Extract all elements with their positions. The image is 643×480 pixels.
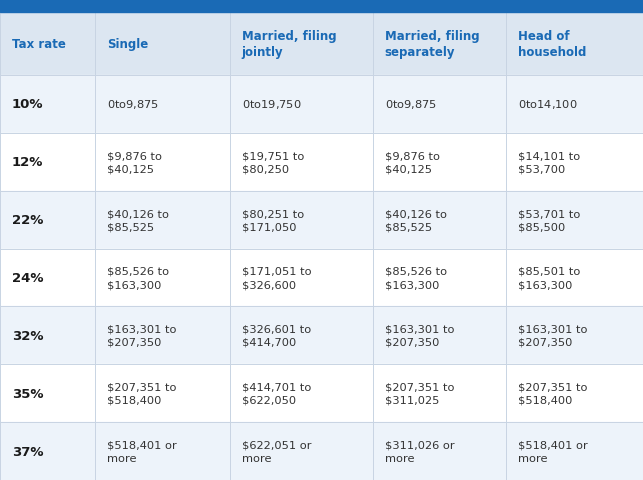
Text: $518,401 or
more: $518,401 or more [518,440,587,463]
Text: $414,701 to
$622,050: $414,701 to $622,050 [242,382,311,405]
Text: $171,051 to
$326,600: $171,051 to $326,600 [242,266,311,289]
Text: Married, filing
separately: Married, filing separately [385,30,479,59]
Bar [0,76,643,133]
Text: $163,301 to
$207,350: $163,301 to $207,350 [385,324,454,347]
Text: 37%: 37% [12,444,43,457]
Text: 22%: 22% [12,214,43,227]
Text: $326,601 to
$414,700: $326,601 to $414,700 [242,324,311,347]
Text: 35%: 35% [12,387,43,400]
Text: Head of
household: Head of household [518,30,586,59]
Bar [0,133,643,192]
Text: $0 to $9,875: $0 to $9,875 [385,98,437,111]
Bar [0,0,643,13]
Text: $40,126 to
$85,525: $40,126 to $85,525 [107,209,168,232]
Text: $163,301 to
$207,350: $163,301 to $207,350 [518,324,587,347]
Bar [0,249,643,307]
Text: 32%: 32% [12,329,43,342]
Text: $40,126 to
$85,525: $40,126 to $85,525 [385,209,446,232]
Text: $0 to $19,750: $0 to $19,750 [242,98,302,111]
Text: $311,026 or
more: $311,026 or more [385,440,454,463]
Text: Single: Single [107,38,148,51]
Text: $622,051 or
more: $622,051 or more [242,440,311,463]
Text: $207,351 to
$518,400: $207,351 to $518,400 [518,382,587,405]
Bar [0,192,643,249]
Text: $14,101 to
$53,700: $14,101 to $53,700 [518,151,580,174]
Bar [0,422,643,480]
Text: $9,876 to
$40,125: $9,876 to $40,125 [385,151,440,174]
Text: $85,501 to
$163,300: $85,501 to $163,300 [518,266,580,289]
Text: Married, filing
jointly: Married, filing jointly [242,30,336,59]
Text: $518,401 or
more: $518,401 or more [107,440,176,463]
Text: 10%: 10% [12,98,43,111]
Text: $9,876 to
$40,125: $9,876 to $40,125 [107,151,162,174]
Text: Tax rate: Tax rate [12,38,66,51]
Text: $0 to $14,100: $0 to $14,100 [518,98,577,111]
Text: 24%: 24% [12,271,43,285]
Bar [0,364,643,422]
Text: $85,526 to
$163,300: $85,526 to $163,300 [385,266,447,289]
Text: $80,251 to
$171,050: $80,251 to $171,050 [242,209,304,232]
Text: $207,351 to
$518,400: $207,351 to $518,400 [107,382,176,405]
Bar [0,307,643,364]
Text: $163,301 to
$207,350: $163,301 to $207,350 [107,324,176,347]
Text: $53,701 to
$85,500: $53,701 to $85,500 [518,209,580,232]
Text: $85,526 to
$163,300: $85,526 to $163,300 [107,266,169,289]
Text: $207,351 to
$311,025: $207,351 to $311,025 [385,382,454,405]
Text: $0 to $9,875: $0 to $9,875 [107,98,159,111]
Text: 12%: 12% [12,156,43,169]
Bar [0,13,643,76]
Text: $19,751 to
$80,250: $19,751 to $80,250 [242,151,304,174]
